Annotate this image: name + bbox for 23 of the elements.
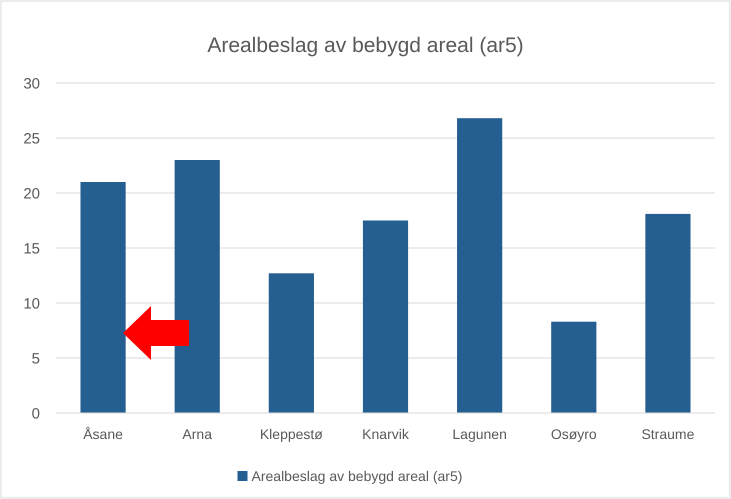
- x-tick-label: Lagunen: [452, 426, 507, 442]
- bar: [551, 322, 596, 413]
- x-tick-label: Kleppestø: [260, 426, 324, 442]
- y-tick-label: 15: [23, 240, 40, 258]
- y-tick-label: 5: [32, 350, 40, 368]
- x-tick-label: Åsane: [83, 426, 124, 442]
- y-tick-label: 10: [23, 295, 40, 312]
- chart-title: Arealbeslag av bebygd areal (ar5): [207, 34, 524, 57]
- legend-label: Arealbeslag av bebygd areal (ar5): [252, 468, 462, 484]
- x-tick-label: Straume: [641, 426, 695, 442]
- bar: [80, 182, 126, 413]
- bar: [457, 118, 502, 413]
- y-tick-label: 20: [23, 185, 40, 202]
- bar: [645, 214, 691, 413]
- y-tick-label: 25: [23, 130, 40, 148]
- y-tick-label: 0: [32, 405, 40, 422]
- x-tick-label: Osøyro: [550, 426, 597, 442]
- x-tick-label: Arna: [182, 426, 212, 442]
- bar: [174, 160, 220, 413]
- bar: [268, 273, 314, 413]
- x-tick-label: Knarvik: [362, 426, 410, 442]
- y-tick-label: 30: [23, 75, 40, 92]
- bar: [362, 220, 408, 413]
